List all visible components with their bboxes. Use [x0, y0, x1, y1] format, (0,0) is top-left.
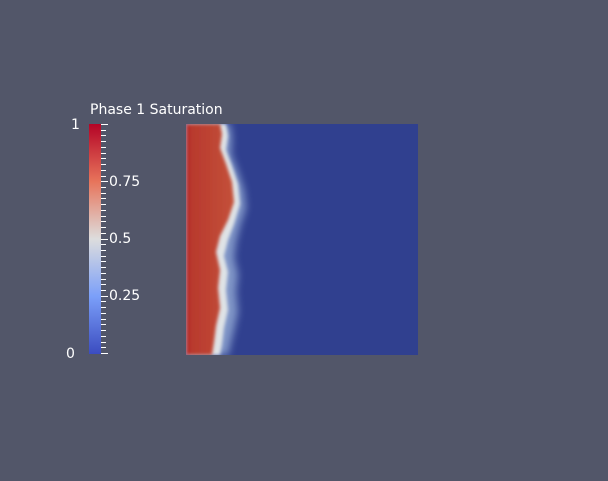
scalar-bar-label-0-75: 0.75 [109, 174, 141, 190]
scalar-bar-tick [101, 284, 106, 285]
scalar-bar-ticks [101, 124, 109, 354]
scalar-bar-tick [101, 204, 106, 205]
scalar-bar-tick [101, 221, 106, 222]
scalar-bar-tick [101, 141, 106, 142]
scalar-bar-tick [101, 336, 106, 337]
scalar-bar-tick [101, 130, 106, 131]
scalar-bar-tick [101, 347, 106, 348]
scalar-bar-label-max: 1 [71, 117, 80, 133]
scalar-bar-tick [101, 244, 106, 245]
scalar-bar-tick [101, 250, 106, 251]
scalar-bar-tick [101, 158, 106, 159]
injected-phase-region [186, 124, 234, 355]
scalar-bar-tick [101, 124, 108, 125]
scalar-bar-tick [101, 216, 106, 217]
scalar-bar-tick [101, 227, 106, 228]
scalar-bar-tick [101, 198, 106, 199]
scalar-bar-tick [101, 147, 106, 148]
scalar-bar-tick [101, 176, 106, 177]
scalar-bar-tick [101, 273, 106, 274]
scalar-bar-tick [101, 342, 106, 343]
scalar-bar-label-0-5: 0.5 [109, 231, 132, 247]
scalar-bar-tick [101, 330, 106, 331]
scalar-bar-tick [101, 301, 106, 302]
scalar-bar-tick [101, 233, 106, 234]
scalar-bar-tick [101, 279, 106, 280]
scalar-bar-tick [101, 153, 106, 154]
scalar-bar-tick [101, 313, 106, 314]
scalar-bar-tick [101, 307, 106, 308]
scalar-bar-tick [101, 181, 108, 182]
scalar-bar-tick [101, 239, 108, 240]
saturation-field-plot[interactable] [186, 124, 418, 355]
scalar-bar-tick [101, 164, 106, 165]
scalar-bar-colorbar [89, 124, 101, 354]
scalar-bar-tick [101, 256, 106, 257]
scalar-bar-label-min: 0 [66, 346, 75, 362]
scalar-bar-label-0-25: 0.25 [109, 288, 141, 304]
scalar-bar-tick [101, 135, 106, 136]
scalar-bar-tick [101, 319, 106, 320]
scalar-bar-tick [101, 296, 108, 297]
scalar-bar-tick [101, 267, 106, 268]
scalar-bar-tick [101, 261, 106, 262]
scalar-bar-tick [101, 324, 106, 325]
scalar-bar-tick [101, 290, 106, 291]
scalar-bar-tick [101, 353, 108, 354]
scalar-bar-tick [101, 187, 106, 188]
scalar-bar-tick [101, 210, 106, 211]
scalar-bar-tick [101, 170, 106, 171]
scalar-bar-title: Phase 1 Saturation [90, 102, 223, 118]
scalar-bar-tick [101, 193, 106, 194]
